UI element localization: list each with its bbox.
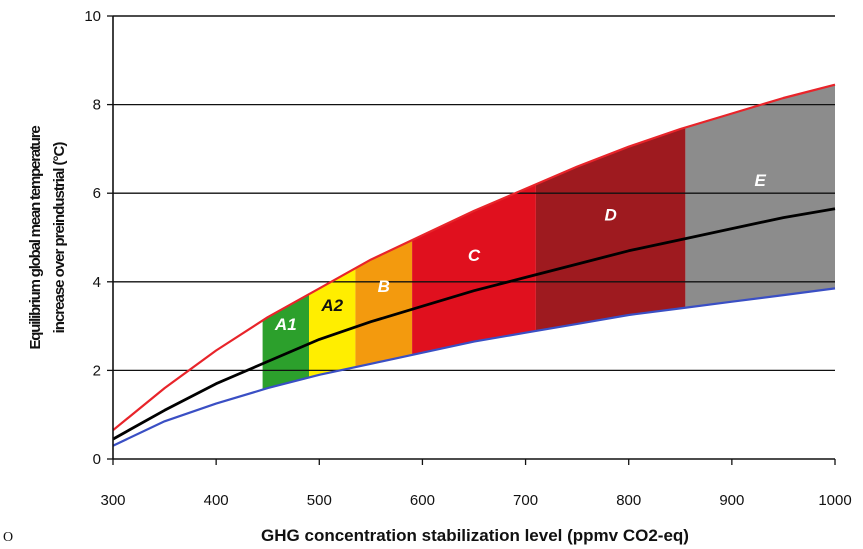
y-tick-label-8: 8 — [93, 97, 101, 114]
region-b — [355, 240, 413, 368]
region-label-d: D — [605, 205, 617, 224]
region-labels: A1 A2 B C D E — [274, 171, 767, 334]
series-line-central — [112, 207, 836, 441]
y-tick-label-10: 10 — [84, 8, 101, 25]
series-line-lower — [112, 287, 836, 447]
region-label-a1: A1 — [274, 315, 297, 334]
region-label-c: C — [468, 246, 481, 265]
x-tick-label-500: 500 — [307, 492, 332, 509]
x-tick-label-1000: 1000 — [818, 492, 851, 509]
region-d — [535, 127, 686, 332]
axes — [112, 15, 835, 460]
x-tick-label-300: 300 — [100, 492, 125, 509]
region-label-b: B — [378, 277, 390, 296]
y-axis-title-line1: Equilibrium global mean temperature — [27, 126, 44, 350]
lines-layer — [112, 83, 836, 447]
y-axis-title-line2: increase over preindustrial (°C) — [51, 142, 68, 334]
region-label-a2: A2 — [320, 296, 343, 315]
x-axis-title: GHG concentration stabilization level (p… — [261, 526, 689, 545]
stray-character: O — [3, 530, 13, 545]
x-tick-label-700: 700 — [513, 492, 538, 509]
x-tick-label-400: 400 — [204, 492, 229, 509]
region-a2 — [309, 268, 356, 378]
x-tick-label-600: 600 — [410, 492, 435, 509]
tick-labels: 300 400 500 600 700 800 900 1000 0 2 4 6 8 10 — [84, 8, 851, 509]
x-tick-label-800: 800 — [616, 492, 641, 509]
y-tick-label-6: 6 — [93, 185, 101, 202]
region-e — [685, 84, 835, 308]
y-tick-label-4: 4 — [93, 274, 101, 291]
region-a1 — [262, 294, 309, 390]
series-line-upper — [112, 83, 836, 432]
grid-layer — [113, 103, 835, 372]
region-label-e: E — [755, 171, 767, 190]
x-tick-label-900: 900 — [719, 492, 744, 509]
y-tick-label-2: 2 — [93, 362, 101, 379]
region-c — [412, 184, 536, 355]
regions-layer — [262, 84, 835, 390]
y-tick-label-0: 0 — [93, 451, 101, 468]
